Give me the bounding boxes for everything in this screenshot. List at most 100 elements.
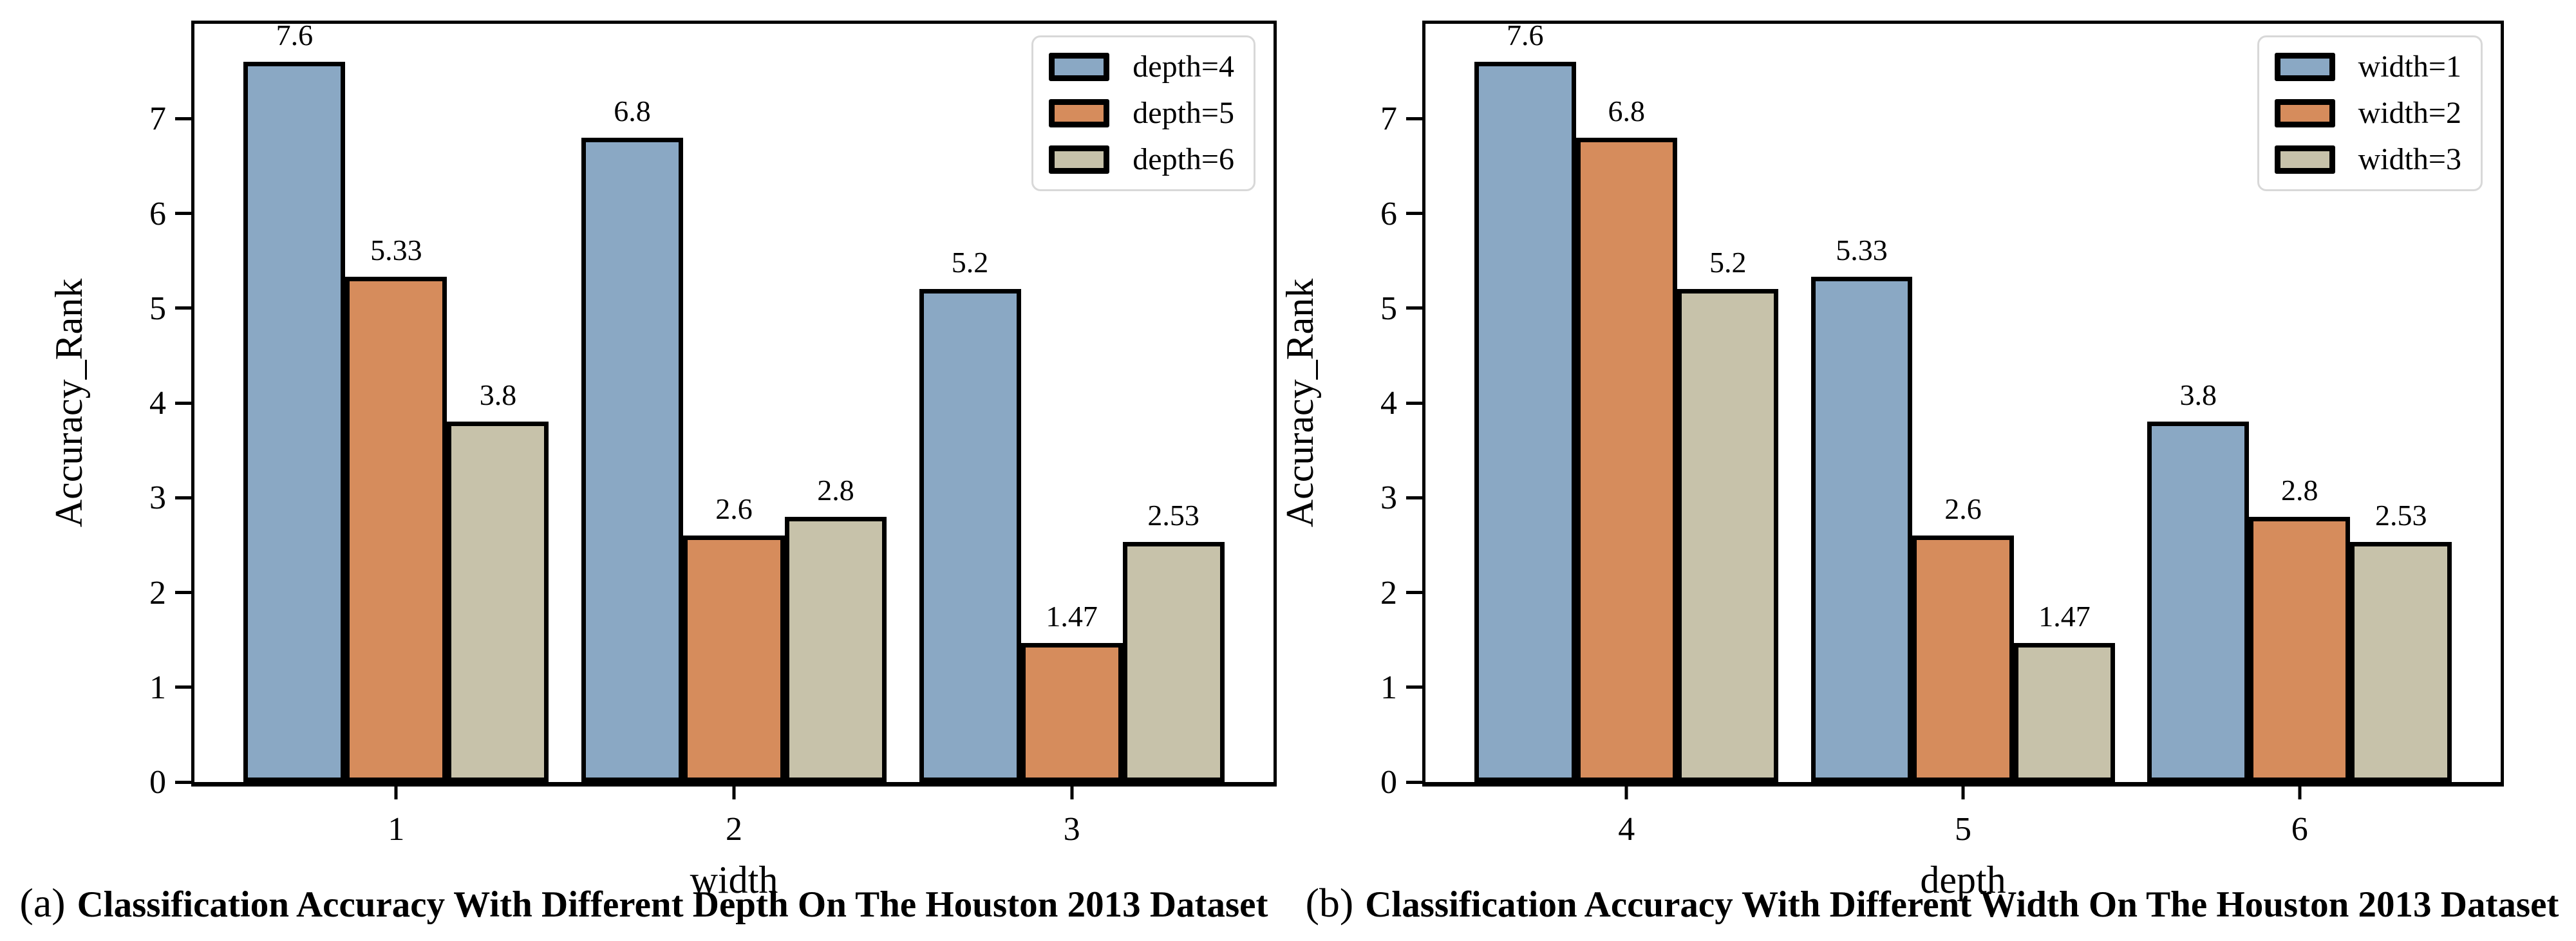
y-tick-label: 4: [1380, 385, 1397, 422]
bar: [243, 61, 346, 782]
y-tick-mark: [1406, 306, 1422, 310]
y-tick-mark: [175, 401, 191, 405]
bar-value-label: 2.8: [817, 473, 854, 507]
caption-a: (a) Classification Accuracy With Differen…: [0, 879, 1288, 927]
y-tick-mark: [1406, 116, 1422, 120]
y-tick-mark: [1406, 780, 1422, 784]
bar: [2013, 642, 2116, 782]
legend: width=1 width=2 width=3: [2257, 35, 2483, 191]
bar: [581, 137, 683, 782]
legend-row: depth=5: [1049, 98, 1234, 129]
y-tick-label: 3: [1380, 480, 1397, 517]
legend-swatch-icon: [2274, 53, 2335, 81]
bar: [1020, 642, 1123, 782]
legend-swatch-icon: [1049, 99, 1110, 127]
bar-value-label: 2.6: [1944, 492, 1982, 526]
legend-swatch-icon: [2274, 145, 2335, 174]
x-tick-mark: [2298, 782, 2302, 799]
legend-label: depth=6: [1133, 142, 1234, 176]
y-tick-label: 7: [1380, 100, 1397, 138]
bar: [1810, 277, 1913, 782]
y-tick-label: 6: [1380, 195, 1397, 232]
x-tick-label: 5: [1955, 811, 1971, 848]
bar-value-label: 2.8: [2280, 473, 2318, 507]
bar-value-label: 2.53: [1147, 499, 1199, 532]
bar-value-label: 5.2: [951, 246, 989, 279]
caption-b: (b) Classification Accuracy With Differen…: [1288, 879, 2576, 927]
plot-area-a: Accuracy_Rank width depth=4 depth=5 depth=…: [48, 20, 1277, 899]
legend-label: width=3: [2358, 142, 2461, 176]
y-axis-label: Accuracy_Rank: [1279, 278, 1321, 528]
x-tick-mark: [1961, 782, 1965, 799]
y-tick-mark: [175, 685, 191, 689]
legend-row: depth=6: [1049, 144, 1234, 175]
bar: [785, 516, 887, 782]
bar: [2350, 542, 2452, 782]
legend-swatch-icon: [1049, 145, 1110, 174]
bar: [2248, 516, 2351, 782]
caption-text: Classification Accuracy With Different D…: [77, 884, 1268, 925]
bar-value-label: 3.8: [2179, 378, 2217, 412]
caption-prefix: (b): [1305, 880, 1354, 926]
bar-value-label: 5.2: [1709, 246, 1747, 279]
y-tick-label: 7: [149, 100, 166, 138]
bar-value-label: 5.33: [370, 234, 422, 267]
bar-value-label: 3.8: [479, 378, 517, 412]
legend: depth=4 depth=5 depth=6: [1031, 35, 1255, 191]
bar: [345, 277, 447, 782]
x-tick-mark: [394, 782, 398, 799]
x-tick-mark: [1070, 782, 1074, 799]
legend-row: width=2: [2274, 96, 2461, 130]
y-tick-label: 5: [149, 290, 166, 327]
bar: [919, 289, 1021, 782]
y-tick-mark: [1406, 496, 1422, 499]
x-tick-label: 6: [2291, 811, 2308, 848]
y-tick-label: 2: [1380, 574, 1397, 611]
y-tick-mark: [175, 591, 191, 594]
bar: [1677, 289, 1779, 782]
x-axis-label: depth: [1920, 859, 2006, 901]
bar-value-label: 6.8: [1608, 94, 1646, 127]
y-tick-label: 1: [1380, 669, 1397, 706]
x-tick-label: 1: [388, 811, 405, 848]
legend-label: depth=5: [1133, 96, 1234, 130]
y-tick-mark: [175, 116, 191, 120]
bar: [447, 422, 549, 782]
bar: [1474, 61, 1576, 782]
y-tick-mark: [1406, 685, 1422, 689]
y-tick-mark: [175, 212, 191, 215]
y-tick-label: 5: [1380, 290, 1397, 327]
bar: [1575, 137, 1678, 782]
x-tick-mark: [732, 782, 736, 799]
legend-swatch-icon: [2274, 99, 2335, 127]
legend-row: width=1: [2274, 50, 2461, 84]
panel-a: Accuracy_Rank width depth=4 depth=5 depth=…: [0, 20, 1288, 927]
y-tick-mark: [175, 496, 191, 499]
bar: [2147, 422, 2249, 782]
bar: [1122, 542, 1225, 782]
y-tick-label: 1: [149, 669, 166, 706]
bar: [682, 536, 785, 782]
y-tick-label: 0: [149, 764, 166, 801]
y-tick-mark: [1406, 212, 1422, 215]
y-axis-label: Accuracy_Rank: [48, 278, 90, 528]
bar-value-label: 5.33: [1836, 234, 1888, 267]
legend-label: width=1: [2358, 50, 2461, 84]
y-tick-mark: [175, 780, 191, 784]
bar-value-label: 7.6: [1507, 18, 1544, 51]
legend-label: depth=4: [1133, 50, 1234, 84]
y-tick-label: 0: [1380, 764, 1397, 801]
y-tick-label: 4: [149, 385, 166, 422]
caption-text: Classification Accuracy With Different W…: [1365, 884, 2559, 925]
x-axis-label: width: [690, 859, 778, 901]
legend-label: width=2: [2358, 96, 2461, 130]
x-tick-mark: [1624, 782, 1628, 799]
bar: [1912, 536, 2014, 782]
bar-value-label: 2.6: [715, 492, 753, 526]
bar-value-label: 1.47: [1046, 599, 1098, 633]
x-tick-label: 2: [726, 811, 742, 848]
legend-row: width=3: [2274, 142, 2461, 176]
legend-row: depth=4: [1049, 51, 1234, 82]
y-tick-label: 6: [149, 195, 166, 232]
y-tick-mark: [1406, 401, 1422, 405]
